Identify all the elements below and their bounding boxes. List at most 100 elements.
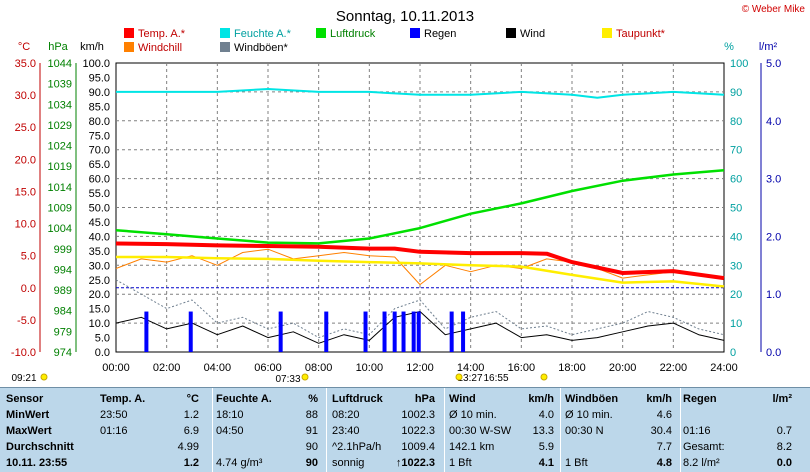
x-tick-label: 14:00 (457, 362, 485, 374)
series-windb-en (115, 279, 725, 339)
x-tick-label: 08:00 (305, 362, 333, 374)
table-cell: 4.6 (656, 409, 672, 421)
sun-icon (40, 373, 48, 381)
table-column-separator (326, 388, 327, 472)
pressure-tick-label: 979 (54, 326, 72, 338)
sun-icon (301, 373, 309, 381)
table-cell: 04:50 (216, 425, 244, 437)
table-cell: 4.74 g/m³ (216, 457, 263, 469)
humidity-tick-label: 10 (730, 318, 742, 330)
table-header-cell: Feuchte A. (216, 393, 272, 405)
table-cell: 23:50 (100, 409, 128, 421)
table-cell: 4.99 (177, 441, 199, 453)
legend-swatch (124, 42, 134, 52)
legend-swatch (316, 28, 326, 38)
table-header-cell: Temp. A. (100, 393, 146, 405)
wind-tick-label: 35.0 (89, 246, 110, 258)
temp-tick-label: 5.0 (21, 251, 36, 263)
legend-swatch (220, 42, 230, 52)
table-header-cell: Sensor (6, 393, 44, 405)
legend-label: Taupunkt* (616, 28, 666, 40)
wind-tick-label: 85.0 (89, 101, 110, 113)
unit-label: °C (18, 41, 30, 53)
temp-tick-label: 20.0 (15, 154, 36, 166)
table-cell: 00:30 N (565, 425, 604, 437)
humidity-tick-label: 80 (730, 116, 742, 128)
grid (115, 62, 725, 353)
rain-tick-label: 0.0 (766, 347, 781, 359)
legend-swatch (602, 28, 612, 38)
table-cell: 91 (305, 425, 318, 437)
unit-label: km/h (80, 41, 104, 53)
axis-unit-labels: °C hPa km/h% l/m² (18, 41, 778, 53)
humidity-tick-label: 30 (730, 260, 742, 272)
wind-tick-label: 75.0 (89, 130, 110, 142)
table-cell: Gesamt: (683, 441, 725, 453)
series-taupunkt (116, 255, 725, 288)
table-header-cell: % (308, 393, 318, 405)
legend-label: Temp. A.* (138, 28, 186, 40)
weather-chart: Sonntag, 10.11.2013 © Weber Mike Temp. A… (11, 4, 806, 385)
pressure-tick-label: 1039 (48, 79, 72, 91)
unit-label: l/m² (759, 41, 778, 53)
x-tick-label: 20:00 (609, 362, 637, 374)
table-header-cell: km/h (528, 393, 554, 405)
series-wind (115, 311, 725, 344)
series-windchill (115, 248, 725, 286)
temp-tick-label: -5.0 (17, 315, 36, 327)
x-tick-label: 00:00 (102, 362, 130, 374)
wind-tick-label: 15.0 (89, 304, 110, 316)
table-header-cell: Windböen (565, 393, 619, 405)
wind-tick-label: 65.0 (89, 159, 110, 171)
table-cell: MaxWert (6, 425, 52, 437)
table-cell: 8.2 l/m² (683, 457, 720, 469)
table-column-separator (212, 388, 213, 472)
legend-label: Wind (520, 28, 545, 40)
legend-swatch (410, 28, 420, 38)
table-cell: 23:40 (332, 425, 360, 437)
humidity-tick-label: 50 (730, 203, 742, 215)
x-tick-label: 22:00 (660, 362, 688, 374)
humidity-tick-label: 40 (730, 231, 742, 243)
table-column-separator (444, 388, 445, 472)
wind-tick-label: 40.0 (89, 231, 110, 243)
wind-tick-label: 20.0 (89, 289, 110, 301)
table-cell: Durchschnitt (6, 441, 74, 453)
rain-tick-label: 1.0 (766, 289, 781, 301)
temp-tick-label: 30.0 (15, 90, 36, 102)
table-cell: 1022.3 (401, 425, 435, 437)
table-cell: MinWert (6, 409, 50, 421)
wind-tick-label: 70.0 (89, 145, 110, 157)
table-cell: 6.9 (183, 425, 199, 437)
humidity-tick-label: 70 (730, 145, 742, 157)
humidity-tick-label: 60 (730, 174, 742, 186)
wind-tick-label: 80.0 (89, 116, 110, 128)
table-cell: 1.2 (183, 457, 199, 469)
wind-tick-label: 60.0 (89, 174, 110, 186)
unit-label: hPa (48, 41, 68, 53)
pressure-tick-label: 1034 (48, 99, 72, 111)
humidity-tick-label: 90 (730, 87, 742, 99)
wind-tick-label: 5.0 (95, 333, 110, 345)
table-cell: sonnig (332, 457, 365, 469)
table-header-cell: Luftdruck (332, 393, 383, 405)
rain-tick-label: 4.0 (766, 116, 781, 128)
x-tick-label: 10:00 (356, 362, 384, 374)
table-cell: 7.7 (656, 441, 672, 453)
sun-time-label: 13:27 (457, 373, 482, 384)
table-header-cell: hPa (414, 393, 435, 405)
table-cell: 00:30 W-SW (449, 425, 512, 437)
temp-tick-label: 25.0 (15, 122, 36, 134)
wind-tick-label: 90.0 (89, 87, 110, 99)
table-cell: ^2.1hPa/h (332, 441, 382, 453)
table-cell: 01:16 (683, 425, 711, 437)
table-header-cell: l/m² (772, 393, 792, 405)
temp-tick-label: 35.0 (15, 58, 36, 70)
humidity-tick-label: 20 (730, 289, 742, 301)
table-cell: ↑1022.3 (395, 457, 435, 469)
rain-tick-label: 2.0 (766, 231, 781, 243)
wind-tick-label: 55.0 (89, 188, 110, 200)
table-cell: 142.1 km (449, 441, 495, 453)
unit-label: % (724, 41, 734, 53)
table-column-separator (680, 388, 681, 472)
